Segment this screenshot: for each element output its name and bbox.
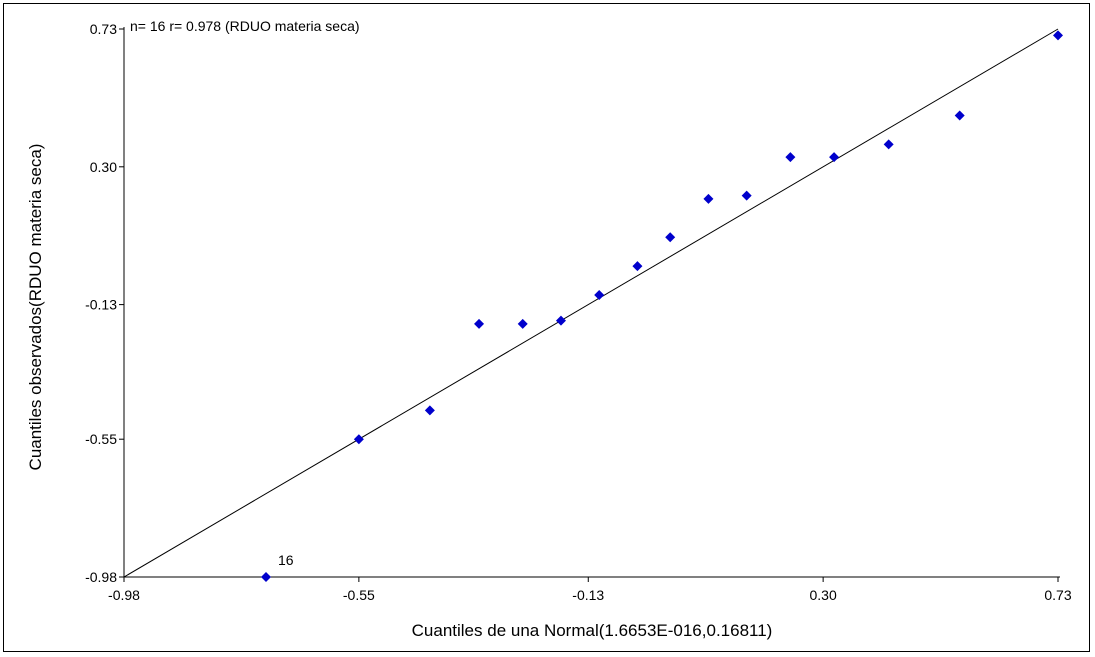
data-point bbox=[555, 315, 566, 326]
x-axis-label: Cuantiles de una Normal(1.6653E-016,0.16… bbox=[412, 621, 773, 640]
chart-title: n= 16 r= 0.978 (RDUO materia seca) bbox=[130, 18, 360, 34]
outlier-point bbox=[261, 572, 272, 582]
x-tick-label: -0.98 bbox=[108, 587, 140, 603]
y-tick-label: 0.30 bbox=[90, 159, 117, 175]
y-tick-label: -0.13 bbox=[85, 297, 117, 313]
x-tick-label: 0.73 bbox=[1044, 587, 1071, 603]
y-tick-label: -0.55 bbox=[85, 431, 117, 447]
reference-line bbox=[123, 28, 1059, 578]
data-point bbox=[829, 152, 840, 163]
data-point bbox=[954, 110, 965, 121]
x-tick-label: -0.13 bbox=[572, 587, 604, 603]
data-point bbox=[703, 193, 714, 204]
data-point bbox=[785, 152, 796, 163]
x-tick-label: 0.30 bbox=[810, 587, 837, 603]
data-point bbox=[517, 318, 528, 329]
data-point bbox=[353, 434, 364, 445]
chart-frame bbox=[3, 3, 1090, 652]
axes: -0.98 -0.55 -0.13 0.30 0.73 -0.98 -0.55 -0.13 0.… bbox=[85, 21, 1072, 603]
data-point bbox=[632, 261, 643, 272]
data-point bbox=[883, 139, 894, 150]
data-point bbox=[474, 318, 485, 329]
points-group: 16 bbox=[261, 30, 1063, 582]
y-tick-label: 0.73 bbox=[90, 21, 117, 37]
y-axis-label: Cuantiles observados(RDUO materia seca) bbox=[26, 144, 45, 471]
x-tick-label: -0.55 bbox=[343, 587, 375, 603]
data-point bbox=[741, 190, 752, 201]
data-point bbox=[424, 405, 435, 416]
data-point bbox=[1053, 30, 1063, 41]
data-point bbox=[594, 289, 605, 300]
reference-line-group bbox=[123, 28, 1059, 578]
data-point bbox=[665, 232, 676, 243]
y-tick-label: -0.98 bbox=[85, 569, 117, 585]
outlier-label: 16 bbox=[278, 552, 294, 568]
